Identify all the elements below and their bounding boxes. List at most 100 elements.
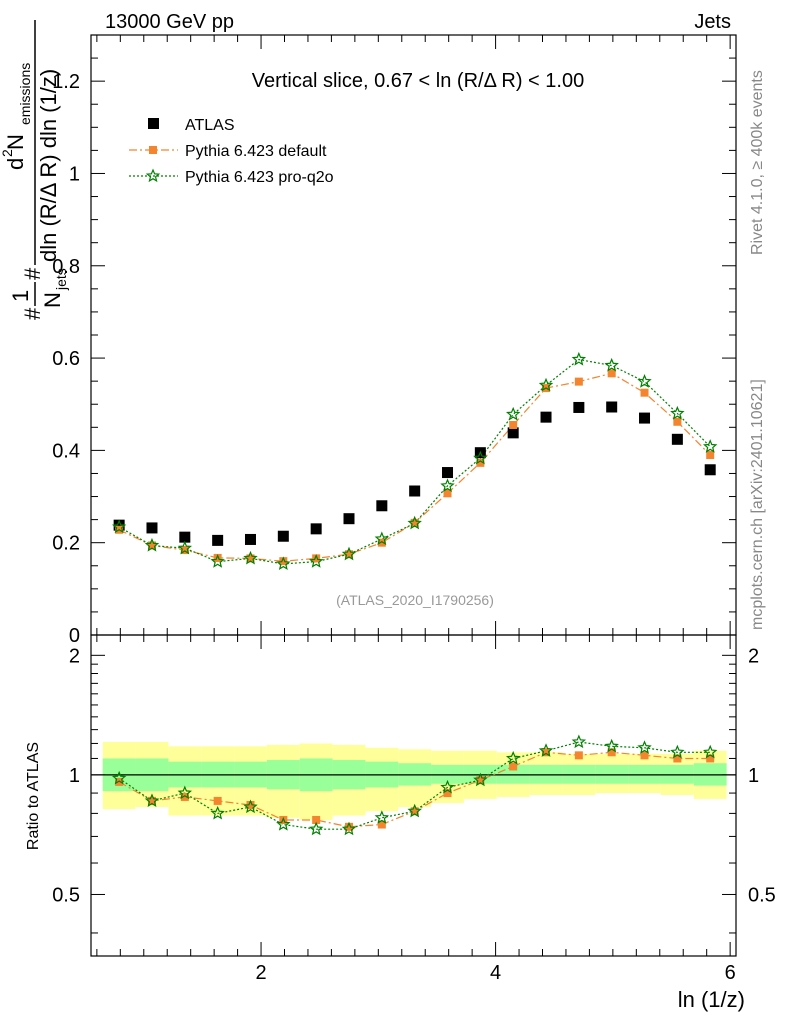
atlas-point: [212, 534, 224, 546]
ratio-proq2o-point: [473, 772, 488, 787]
proq2o-point: [111, 519, 127, 534]
uncertainty-band-inner: [529, 764, 563, 784]
atlas-point: [277, 530, 289, 542]
proq2o-line: [118, 358, 711, 565]
legend-proq2o-label: Pythia 6.423 pro-q2o: [185, 169, 334, 186]
ratio-default-point: [312, 815, 321, 824]
default-point: [574, 377, 583, 386]
atlas-point: [113, 519, 125, 531]
y-tick-label: 0.4: [52, 440, 80, 462]
ratio-proq2o-point: [637, 740, 652, 754]
ratio-proq2o-point: [374, 810, 390, 824]
proq2o-point: [637, 374, 652, 388]
default-point: [377, 538, 386, 547]
proq2o-point: [210, 554, 225, 568]
energy-label: 13000 GeV pp: [105, 11, 234, 33]
y-tick-label-zero: 0: [69, 625, 80, 647]
proq2o-point: [308, 554, 324, 568]
ratio-y-tick-label: 2: [69, 645, 80, 667]
ratio-proq2o-point: [440, 779, 455, 794]
x-tick-label: 2: [255, 962, 266, 984]
ratio-proq2o-point: [243, 799, 258, 814]
ratio-default-point: [147, 796, 156, 805]
rivet-label: Rivet 4.1.0, ≥ 400k events: [749, 70, 766, 255]
default-point: [246, 554, 255, 563]
ratio-proq2o-point: [341, 821, 357, 836]
default-point: [706, 451, 715, 459]
ratio-proq2o-point: [604, 738, 619, 753]
uncertainty-band-inner: [595, 764, 629, 784]
ratio-default-point: [377, 820, 386, 829]
proq2o-point: [144, 537, 160, 552]
default-point: [476, 458, 485, 467]
uncertainty-band-inner: [628, 764, 661, 784]
proq2o-point: [407, 515, 422, 530]
atlas-point: [573, 401, 585, 413]
atlas-point: [409, 485, 421, 497]
ratio-default-point: [673, 754, 682, 763]
default-point: [410, 518, 419, 527]
default-point: [213, 553, 222, 562]
ratio-proq2o-point: [308, 821, 324, 836]
y-tick-label: 0.8: [52, 256, 80, 278]
ylabel-N: N: [3, 134, 28, 150]
atlas-point: [146, 522, 158, 534]
atlas-point: [704, 464, 716, 476]
uncertainty-band-inner: [562, 764, 596, 784]
ratio-y-tick-label-right: 2: [748, 645, 759, 667]
ratio-default-point: [443, 789, 452, 798]
legend-default-marker: [149, 146, 157, 154]
proq2o-point: [440, 478, 455, 493]
ratio-default-point: [115, 777, 124, 786]
upper-y-axis-label: # 1 N jets # d 2 N emissions dln (R/Δ R)…: [0, 20, 69, 320]
uncertainty-band-inner: [660, 764, 694, 784]
proq2o-point: [473, 450, 488, 465]
ratio-y-tick-label: 1: [69, 765, 80, 787]
ratio-y-tick-label: 0.5: [52, 884, 80, 906]
plot-title: Vertical slice, 0.67 < ln (R/Δ R) < 1.00: [252, 70, 584, 92]
ratio-default-point: [706, 754, 715, 763]
ylabel-frac-den: N: [40, 292, 65, 308]
ratio-proq2o-point: [210, 805, 225, 820]
ratio-default-point: [476, 776, 485, 785]
ratio-y-tick-label-right: 0.5: [748, 884, 776, 906]
process-label: Jets: [694, 11, 731, 33]
x-tick-label: 4: [490, 962, 501, 984]
atlas-point: [442, 467, 454, 479]
ratio-proq2o-point: [505, 750, 521, 765]
legend-atlas-label: ATLAS: [185, 117, 235, 134]
ratio-y-tick-label-right: 1: [748, 765, 759, 787]
ratio-proq2o-point: [670, 744, 685, 759]
default-point: [312, 554, 321, 563]
y-tick-label: 0.6: [52, 348, 80, 370]
lower-frame: [90, 634, 737, 957]
ratio-proq2o-point: [111, 770, 127, 785]
uncertainty-band-inner: [431, 764, 464, 784]
proq2o-point: [538, 377, 554, 392]
default-point: [345, 550, 353, 559]
default-point: [509, 421, 518, 429]
ratio-default-point: [640, 751, 649, 760]
x-tick-label: 6: [725, 962, 736, 984]
proq2o-point: [374, 531, 390, 546]
ylabel-frac-num: 1: [8, 290, 33, 302]
atlas-point: [376, 500, 388, 512]
ratio-proq2o-point: [407, 803, 422, 818]
ratio-default-point: [607, 748, 616, 757]
default-line: [118, 372, 711, 562]
atlas-point: [310, 523, 322, 535]
ratio-proq2o-point: [703, 744, 718, 759]
default-point: [443, 489, 452, 498]
atlas-point: [540, 411, 552, 423]
proq2o-point: [177, 540, 193, 555]
ylabel-emissions: emissions: [17, 63, 33, 125]
proq2o-point: [276, 556, 291, 571]
legend-atlas-marker: [148, 118, 159, 129]
atlas-point: [507, 427, 519, 439]
ratio-proq2o-point: [538, 743, 554, 757]
atlas-point: [606, 401, 618, 413]
mcplots-label: mcplots.cern.ch [arXiv:2401.10621]: [749, 379, 766, 630]
legend: ATLAS Pythia 6.423 default Pythia 6.423 …: [129, 117, 334, 186]
y-tick-label: 0.2: [52, 533, 80, 555]
